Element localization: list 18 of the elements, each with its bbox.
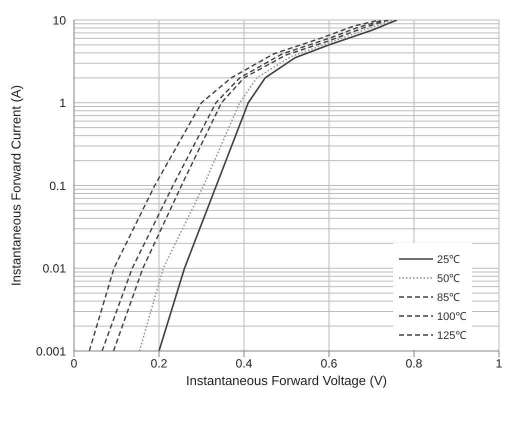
x-tick-label: 0.8 bbox=[406, 356, 423, 371]
legend-label: 100℃ bbox=[437, 310, 466, 323]
x-tick-label: 0.4 bbox=[236, 356, 253, 371]
y-tick-label: 10 bbox=[52, 13, 66, 28]
x-tick-label: 0.6 bbox=[320, 356, 338, 371]
legend-label: 25℃ bbox=[437, 253, 460, 266]
y-tick-label: 0.001 bbox=[36, 344, 66, 358]
y-axis-title: Instantaneous Forward Current (A) bbox=[8, 85, 24, 286]
y-tick-label: 1 bbox=[59, 96, 66, 110]
legend-label: 50℃ bbox=[437, 272, 460, 285]
legend-label: 85℃ bbox=[437, 291, 460, 304]
x-tick-label: 0.2 bbox=[150, 356, 168, 371]
x-axis-title: Instantaneous Forward Voltage (V) bbox=[186, 373, 387, 388]
y-tick-label: 0.1 bbox=[49, 178, 66, 193]
x-tick-label: 1 bbox=[496, 356, 503, 371]
legend-label: 125℃ bbox=[437, 329, 466, 342]
x-tick-label: 0 bbox=[70, 356, 78, 371]
y-tick-label: 0.01 bbox=[42, 262, 66, 276]
